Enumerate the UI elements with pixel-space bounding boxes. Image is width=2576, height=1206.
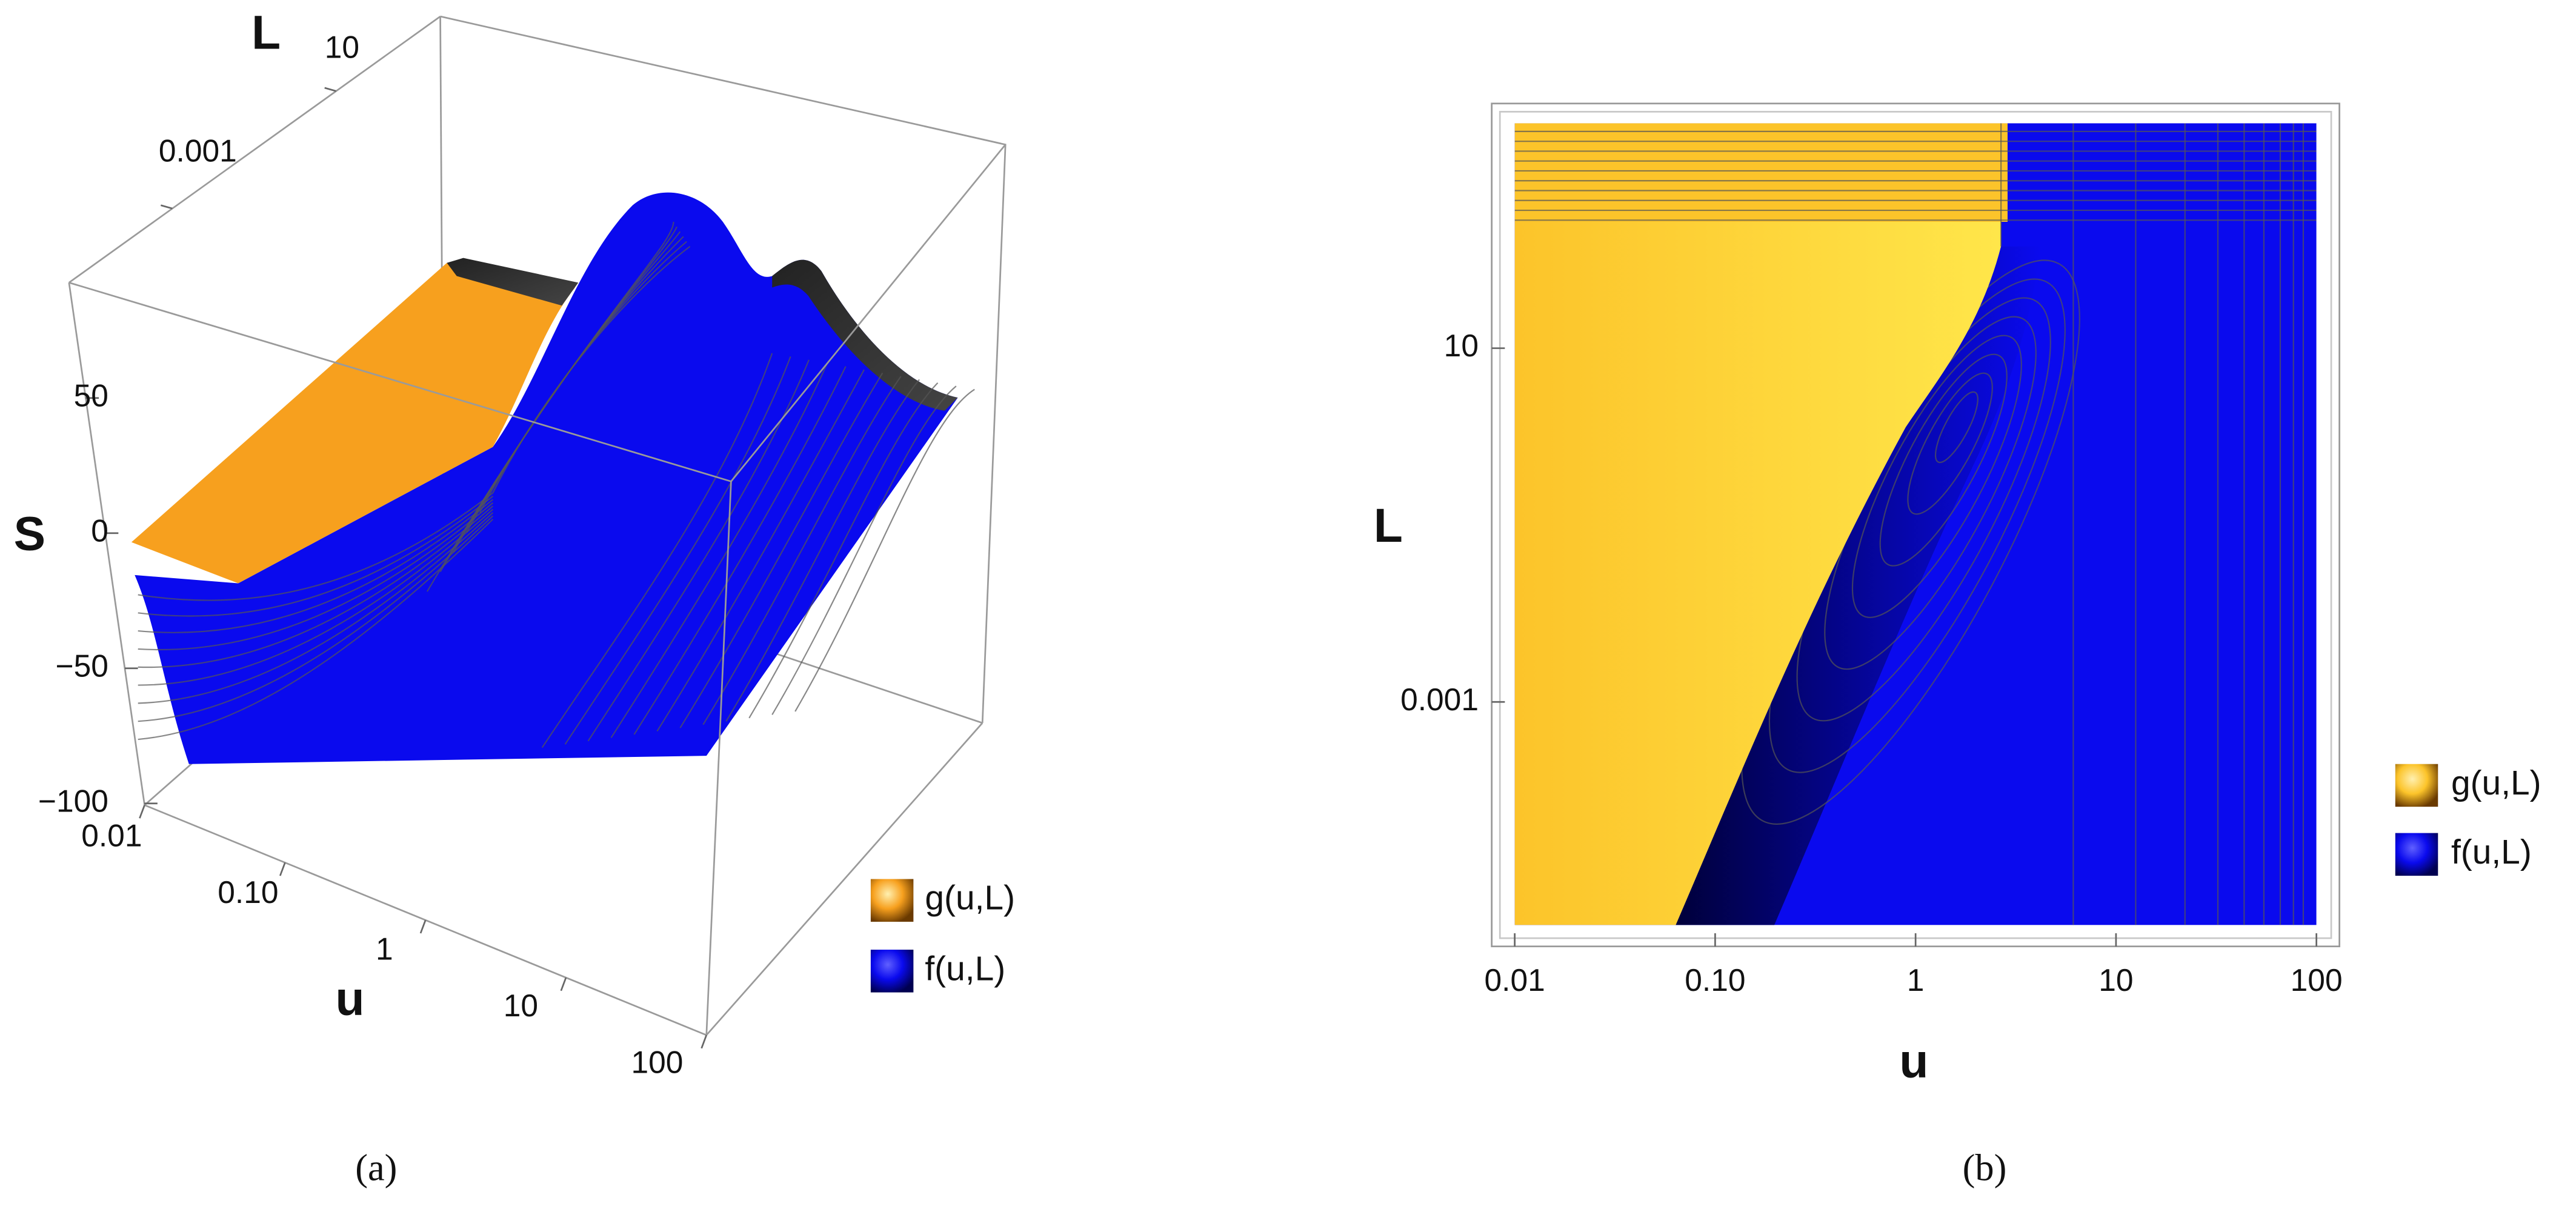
y-axis-title: L: [251, 5, 281, 59]
contour: [702, 376, 902, 725]
y-tick-label: 0.001: [1400, 682, 1479, 717]
z-tick-label: −100: [38, 783, 108, 818]
box-edge: [68, 16, 441, 284]
z-axis-title: S: [14, 507, 45, 560]
x-tick-label: 100: [631, 1044, 683, 1079]
contour: [1934, 391, 1979, 464]
f-surface-edge: [772, 259, 958, 411]
x-tick: [701, 1034, 708, 1049]
contour: [656, 369, 865, 732]
box-edge: [705, 481, 732, 1036]
legend-swatch: [870, 879, 914, 922]
contour: [794, 388, 975, 712]
contour: [633, 366, 847, 735]
contour: [138, 505, 494, 668]
g-surface: [131, 262, 575, 584]
y-tick-label: 10: [1444, 328, 1479, 363]
z-tick-label: 0: [91, 513, 108, 548]
y-tick: [161, 204, 173, 210]
contour: [138, 518, 494, 741]
caption: (a): [355, 1147, 397, 1188]
x-tick: [139, 804, 145, 819]
x-tick-label: 10: [2098, 962, 2133, 998]
x-tick-label: 0.10: [218, 875, 278, 910]
contour: [610, 362, 828, 738]
box-edge: [68, 282, 145, 805]
x-tick-label: 0.01: [81, 818, 142, 853]
f-surface: [135, 192, 958, 764]
legend-label: g(u,L): [2451, 764, 2541, 802]
y-tick-label: 10: [325, 29, 359, 64]
y-tick-label: 0.001: [159, 133, 237, 168]
x-tick-label: 10: [504, 988, 538, 1023]
contour: [138, 495, 494, 617]
x-tick: [279, 862, 286, 876]
contour-plot: u L g(u,L) f(u,L) (b) 0.01 0.10 1 10 100 0.00…: [1374, 102, 2541, 1188]
z-tick-label: 50: [74, 378, 108, 413]
box-edge: [68, 282, 731, 482]
x-tick-label: 0.01: [1485, 962, 1545, 998]
contour: [1851, 335, 2022, 618]
contour: [138, 512, 494, 704]
contour: [564, 356, 791, 745]
contour: [771, 385, 957, 715]
legend-label: f(u,L): [2451, 833, 2532, 871]
contour: [587, 359, 810, 742]
plot-area: [1514, 123, 2317, 925]
contour: [138, 515, 494, 722]
contour: [1879, 353, 2008, 567]
f-contours: [138, 221, 975, 748]
x-tick-label: 0.10: [1685, 962, 1745, 998]
caption: (b): [1963, 1147, 2007, 1188]
g-region-top: [1514, 123, 2008, 222]
x-tick: [419, 919, 427, 934]
g-region: [1514, 222, 2002, 925]
contour: [679, 372, 884, 728]
surface-plot: L S u g(u,L) f(u,L) (a) 0.010.101101000.…: [14, 5, 1015, 1188]
contour: [138, 492, 493, 601]
legend-swatch: [2395, 833, 2438, 876]
contour: [725, 379, 920, 722]
x-tick-label: 100: [2291, 962, 2343, 998]
x-axis-title: u: [1899, 1034, 1928, 1088]
x-axis-title: u: [335, 972, 364, 1025]
legend-label: f(u,L): [925, 949, 1005, 988]
y-axis-title: L: [1374, 499, 1403, 552]
z-tick-label: −50: [56, 648, 108, 683]
box-edge: [730, 144, 1007, 482]
contour: [138, 502, 494, 651]
contour: [1907, 372, 1993, 515]
box-edge: [705, 722, 983, 1036]
g-surface-edge: [447, 258, 579, 306]
legend-label: g(u,L): [925, 879, 1015, 918]
x-tick-label: 1: [1907, 962, 1925, 998]
band-lines: [1514, 123, 2317, 247]
y-tick: [324, 87, 337, 92]
contour: [138, 508, 494, 686]
contour: [426, 221, 674, 592]
legend-swatch: [870, 950, 914, 993]
x-tick: [560, 977, 567, 991]
contour: [541, 353, 773, 748]
contour: [138, 499, 494, 633]
legend-swatch: [2395, 764, 2438, 807]
x-tick-label: 1: [376, 931, 393, 966]
contour: [748, 382, 939, 719]
